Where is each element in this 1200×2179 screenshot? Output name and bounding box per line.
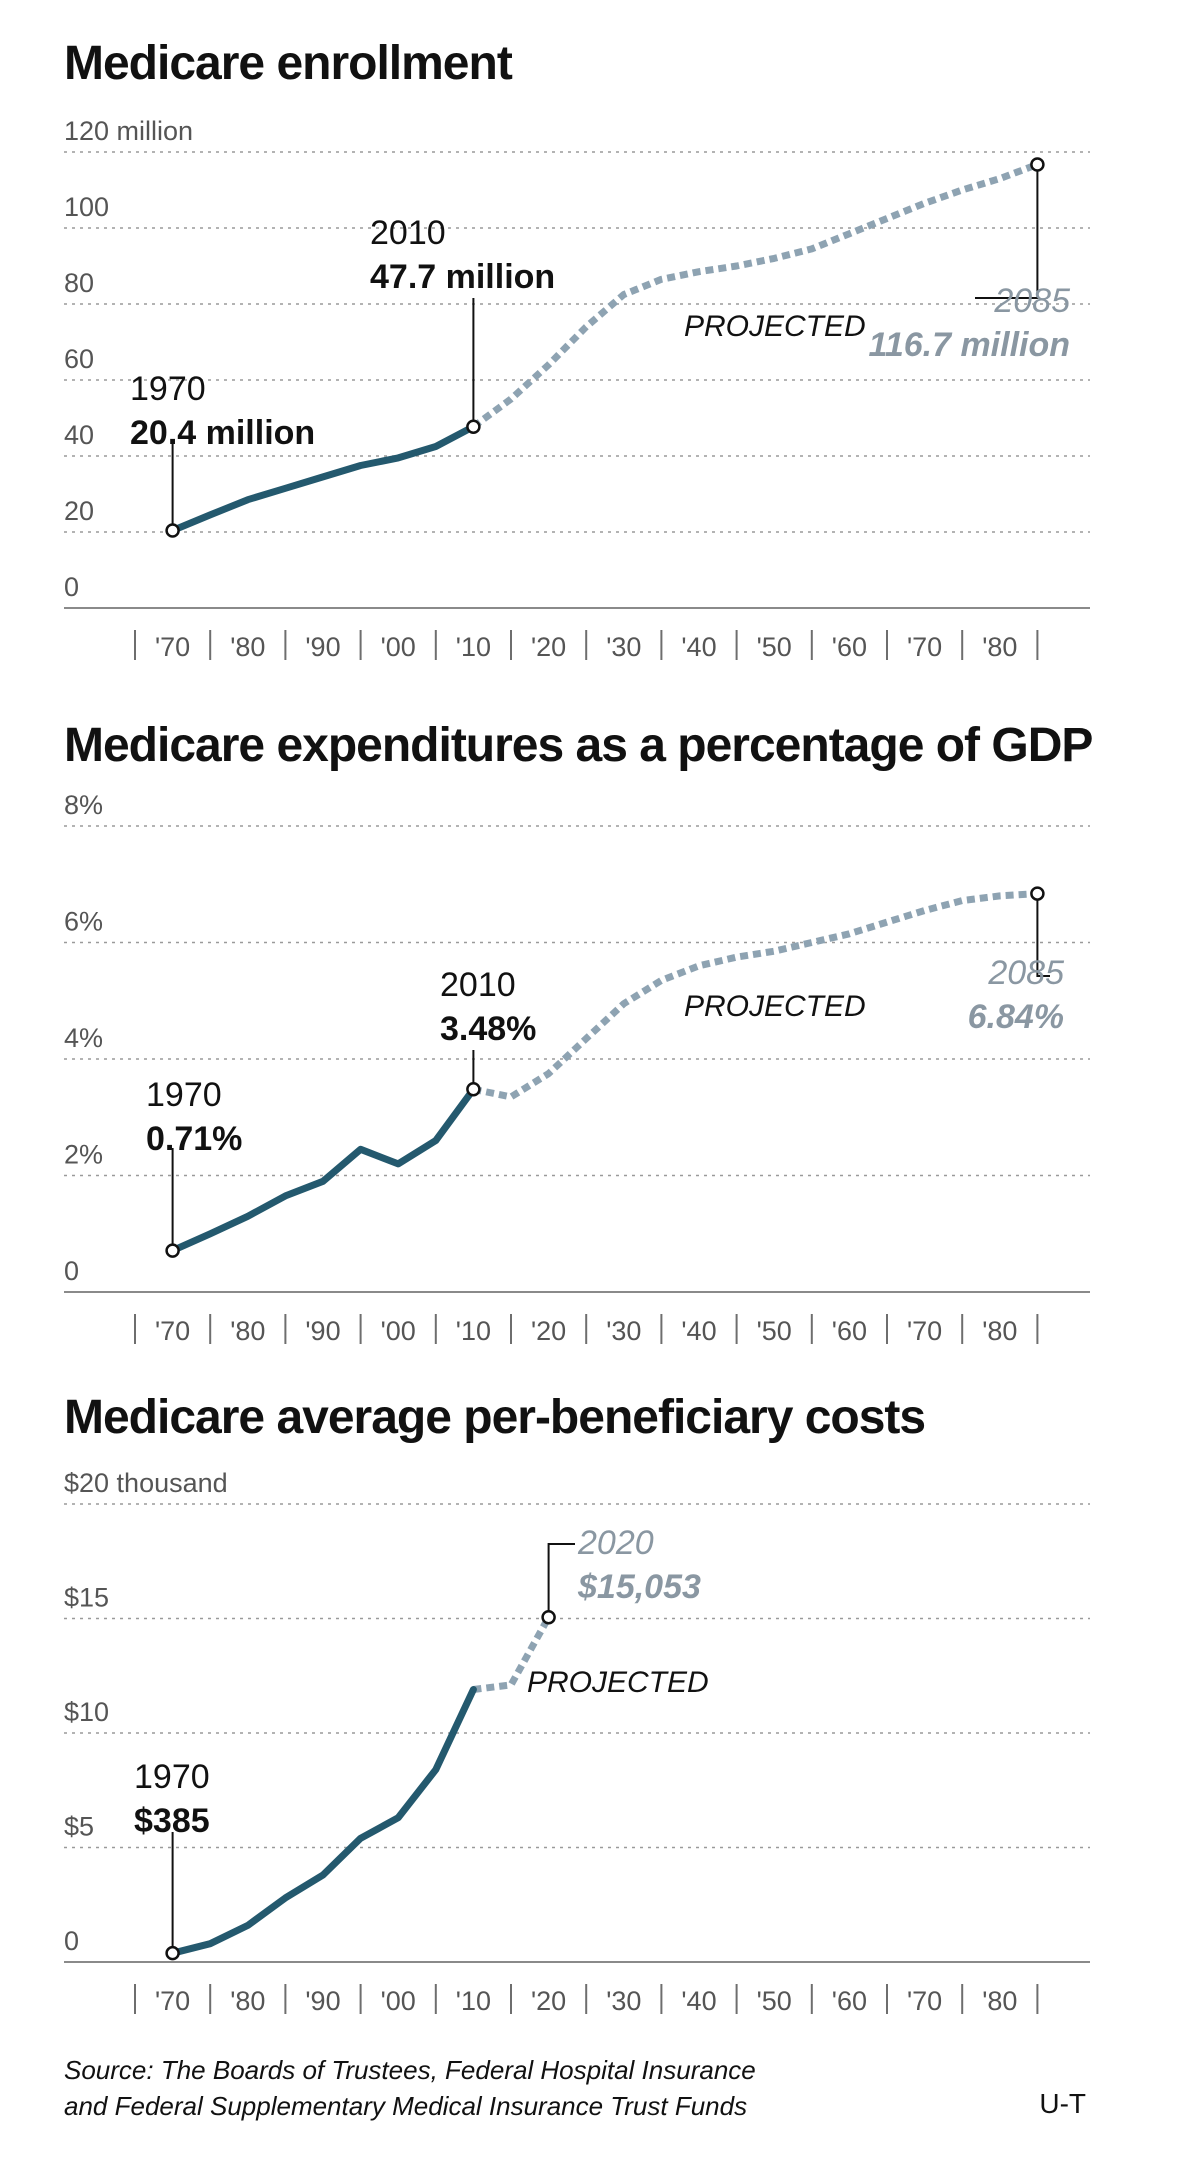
annotation-value: 116.7 million <box>868 326 1070 364</box>
projected-label: PROJECTED <box>684 310 866 343</box>
annotation-value: 0.71% <box>146 1120 242 1158</box>
x-tick-label: '80 <box>230 632 265 662</box>
y-tick-label: 6% <box>64 907 103 937</box>
x-tick-label: '70 <box>907 1986 942 2016</box>
y-tick-label: 120 million <box>64 116 193 146</box>
x-tick-label: '50 <box>757 1986 792 2016</box>
x-tick-label: '40 <box>681 632 716 662</box>
x-tick-label: '60 <box>832 1316 867 1346</box>
leader-line <box>1036 893 1050 977</box>
actual-series-line <box>169 1085 477 1255</box>
projected-series-line <box>472 890 1038 1101</box>
x-tick-label: '70 <box>155 632 190 662</box>
annotation-year: 1970 <box>130 370 206 408</box>
x-tick-label: '30 <box>606 1316 641 1346</box>
projected-series-line <box>471 161 1039 430</box>
x-tick-label: '70 <box>907 1316 942 1346</box>
x-tick-label: '60 <box>832 1986 867 2016</box>
annotation-year: 2085 <box>987 954 1064 992</box>
annotation-value: 6.84% <box>968 998 1064 1036</box>
leader-line <box>975 164 1039 299</box>
x-tick-label: '20 <box>531 632 566 662</box>
x-tick-label: '40 <box>681 1986 716 2016</box>
chart-title-costs: Medicare average per-beneficiary costs <box>64 1391 926 1444</box>
y-tick-label: 80 <box>64 268 94 298</box>
y-tick-label: $5 <box>64 1812 94 1842</box>
x-tick-label: '20 <box>531 1986 566 2016</box>
x-tick-label: '90 <box>305 1986 340 2016</box>
x-tick-label: '80 <box>230 1986 265 2016</box>
x-tick-label: '30 <box>606 1986 641 2016</box>
x-tick-label: '80 <box>982 632 1017 662</box>
x-tick-label: '00 <box>381 1986 416 2016</box>
x-tick-label: '60 <box>832 632 867 662</box>
x-tick-label: '10 <box>456 632 491 662</box>
annotation-year: 1970 <box>146 1076 222 1114</box>
annotation-value: 3.48% <box>440 1010 536 1048</box>
x-tick-label: '30 <box>606 632 641 662</box>
source-line-1: Source: The Boards of Trustees, Federal … <box>64 2055 756 2085</box>
x-tick-label: '70 <box>907 632 942 662</box>
costs-chart: 0 $5 $10 $15 $20 thousand '70 '80 '90 '00 '10 '20 '… <box>64 1468 1090 2016</box>
annotation-year: 2020 <box>577 1524 654 1562</box>
actual-series-line <box>169 423 477 534</box>
annotation-year: 2010 <box>370 214 446 252</box>
x-tick-label: '50 <box>757 632 792 662</box>
x-tick-label: '80 <box>982 1986 1017 2016</box>
x-tick-label: '70 <box>155 1986 190 2016</box>
y-tick-label: 0 <box>64 1926 79 1956</box>
x-tick-label: '80 <box>230 1316 265 1346</box>
y-tick-label: 20 <box>64 496 94 526</box>
y-tick-label: 2% <box>64 1140 103 1170</box>
x-tick-label: '10 <box>456 1316 491 1346</box>
x-tick-label: '00 <box>381 632 416 662</box>
source-note: Source: The Boards of Trustees, Federal … <box>64 2052 756 2124</box>
annotation-value: $15,053 <box>577 1568 701 1606</box>
y-tick-label: 0 <box>64 572 79 602</box>
x-tick-label: '90 <box>305 632 340 662</box>
source-line-2: and Federal Supplementary Medical Insura… <box>64 2091 748 2121</box>
x-tick-label: '10 <box>456 1986 491 2016</box>
y-tick-label: 0 <box>64 1256 79 1286</box>
marker-point <box>1030 886 1045 901</box>
y-tick-label: $10 <box>64 1697 109 1727</box>
y-tick-label: $20 thousand <box>64 1468 228 1498</box>
marker-point <box>466 1082 481 1097</box>
y-tick-label: 8% <box>64 790 103 820</box>
chart-title-enrollment: Medicare enrollment <box>64 37 513 90</box>
marker-point <box>165 1945 180 1961</box>
x-tick-label: '80 <box>982 1316 1017 1346</box>
marker-point <box>1030 157 1045 172</box>
enrollment-chart: 0 20 40 60 80 100 120 million '70 '80 '90 '00 '10 '2… <box>64 116 1090 662</box>
expenditures-chart: 0 2% 4% 6% 8% '70 '80 '90 '00 '10 '20 '30 '40 '50 '60 '… <box>64 790 1090 1346</box>
annotation-value: 20.4 million <box>130 414 315 452</box>
x-tick-label: '00 <box>381 1316 416 1346</box>
annotation-year: 2010 <box>440 966 516 1004</box>
x-tick-label: '70 <box>155 1316 190 1346</box>
x-tick-label: '20 <box>531 1316 566 1346</box>
projected-label: PROJECTED <box>527 1666 709 1699</box>
annotation-value: $385 <box>134 1802 210 1840</box>
y-tick-label: $15 <box>64 1583 109 1613</box>
credit: U-T <box>1039 2088 1086 2119</box>
y-tick-label: 100 <box>64 192 109 222</box>
y-tick-label: 60 <box>64 344 94 374</box>
projected-label: PROJECTED <box>684 990 866 1023</box>
leader-line <box>547 1543 575 1618</box>
marker-point <box>541 1610 556 1625</box>
marker-point <box>165 523 180 538</box>
y-tick-label: 40 <box>64 420 94 450</box>
x-tick-label: '40 <box>681 1316 716 1346</box>
x-tick-label: '50 <box>757 1316 792 1346</box>
chart-title-expenditures: Medicare expenditures as a percentage of… <box>64 719 1093 772</box>
annotation-year: 1970 <box>134 1758 210 1796</box>
annotation-value: 47.7 million <box>370 258 555 296</box>
x-tick-label: '90 <box>305 1316 340 1346</box>
marker-point <box>466 419 481 434</box>
annotation-year: 2085 <box>993 282 1070 320</box>
marker-point <box>165 1243 180 1258</box>
actual-series-line <box>169 1686 477 1957</box>
y-tick-label: 4% <box>64 1023 103 1053</box>
